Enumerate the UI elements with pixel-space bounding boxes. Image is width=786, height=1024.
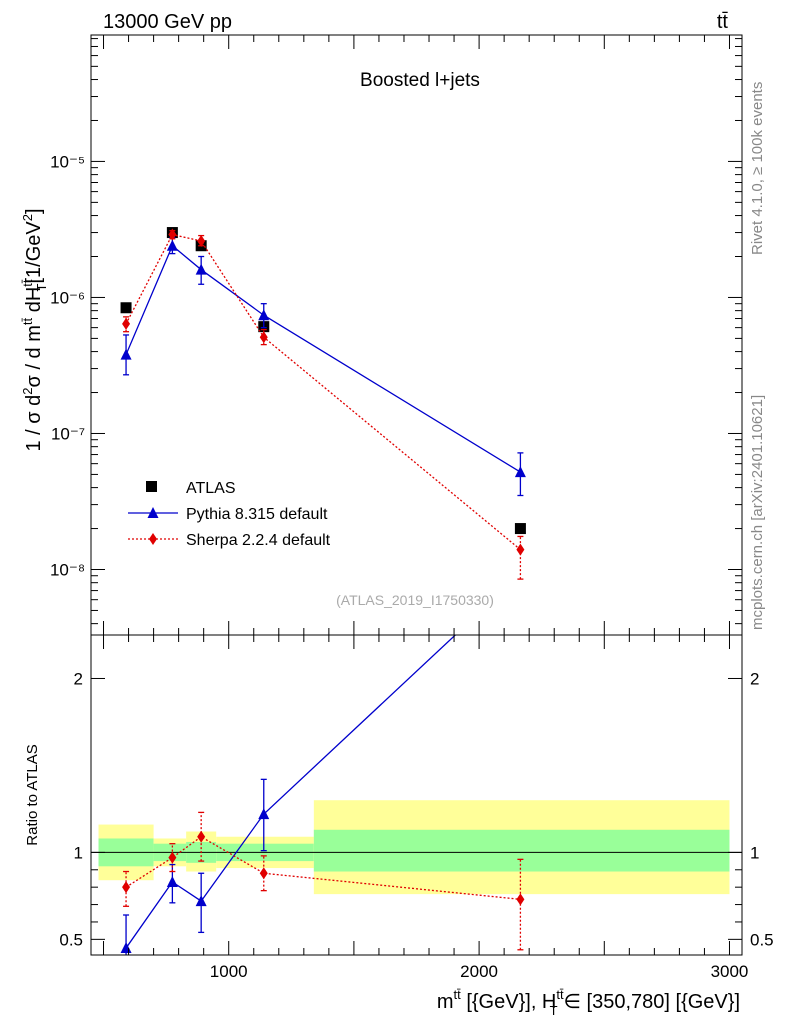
data-point-pythia	[120, 348, 132, 360]
series-line	[125, 233, 521, 551]
y-tick-label-right: 2	[750, 669, 759, 688]
data-point-pythia	[258, 309, 270, 321]
x-tick-label: 3000	[711, 962, 749, 981]
legend-marker-diamond-icon	[149, 533, 157, 545]
y-tick-label-right: 0.5	[750, 930, 774, 949]
y-tick-label: 10⁻⁶	[50, 288, 85, 307]
rivet-label: Rivet 4.1.0, ≥ 100k events	[749, 82, 766, 255]
mcplots-label: mcplots.cern.ch [arXiv:2401.10621]	[749, 395, 766, 630]
y-tick-label: 10⁻⁵	[50, 152, 85, 171]
ratio-y-axis-label: Ratio to ATLAS	[24, 744, 41, 845]
y-tick-label: 1	[74, 843, 83, 862]
y-tick-label: 10⁻⁷	[51, 424, 85, 443]
data-point-pythia	[166, 239, 178, 251]
x-axis-label: mtt̄ [{GeV}], Htt̄ T ∈ [350,780] [{GeV}]	[437, 987, 740, 1018]
ratio-point-pythia	[166, 875, 178, 887]
data-point-sherpa	[122, 317, 131, 330]
y-tick-label: 10⁻⁸	[50, 561, 85, 580]
energy-label: 13000 GeV pp	[103, 11, 232, 33]
ratio-point-sherpa	[197, 830, 206, 843]
legend-entry-pythia: Pythia 8.315 default	[128, 506, 328, 523]
ratio-point-sherpa	[122, 881, 131, 894]
ratio-point-pythia	[120, 942, 132, 954]
x-tick-label: 1000	[210, 962, 248, 981]
legend-entry-sherpa: Sherpa 2.2.4 default	[128, 532, 331, 549]
svg-text:1 / σ d2σ / d mtt̄ dHtt̄T[1/Ge: 1 / σ d2σ / d mtt̄ dHtt̄T[1/GeV2]	[20, 208, 49, 451]
ratio-point-pythia	[195, 895, 207, 907]
main-y-axis-label: 1 / σ d2σ / d mtt̄ dHtt̄T[1/GeV2]	[20, 208, 49, 451]
data-point-pythia	[195, 263, 207, 275]
main-title: Boosted l+jets	[360, 70, 480, 91]
legend-label: Sherpa 2.2.4 default	[186, 532, 331, 549]
ratio-frame	[90, 634, 743, 956]
main-panel: Boosted l+jets (ATLAS_2019_I1750330) 10⁻…	[50, 34, 743, 636]
svg-text:mtt̄ [{GeV}], Htt̄T∈ [350,780]: mtt̄ [{GeV}], Htt̄ T ∈ [350,780] [{GeV}]	[437, 987, 740, 1018]
ratio-point-sherpa	[516, 893, 525, 906]
data-point-atlas	[514, 523, 526, 535]
data-point-sherpa	[516, 543, 525, 556]
process-label: tt̄	[717, 11, 729, 33]
analysis-watermark: (ATLAS_2019_I1750330)	[336, 592, 494, 608]
legend-label: ATLAS	[186, 480, 236, 497]
legend-marker-triangle-icon	[147, 507, 159, 518]
ratio-series-line	[125, 835, 521, 900]
legend-label: Pythia 8.315 default	[186, 506, 328, 523]
uncertainty-band-green	[313, 829, 730, 872]
data-point-atlas	[120, 302, 132, 314]
ratio-point-sherpa	[168, 851, 177, 864]
data-point-sherpa	[168, 228, 177, 241]
data-point-pythia	[514, 466, 526, 478]
x-tick-label: 2000	[460, 962, 498, 981]
legend-marker-square-icon	[146, 481, 157, 492]
legend: ATLAS Pythia 8.315 default Sherpa 2.2.4 …	[128, 480, 331, 549]
y-tick-label-right: 1	[750, 843, 759, 862]
series-line	[125, 244, 521, 473]
y-tick-label: 2	[74, 669, 83, 688]
data-point-sherpa	[259, 331, 268, 344]
data-point-sherpa	[197, 235, 206, 248]
y-tick-label: 0.5	[59, 930, 83, 949]
ratio-point-sherpa	[259, 867, 268, 880]
legend-entry-atlas: ATLAS	[146, 480, 236, 497]
ratio-point-pythia	[258, 808, 270, 820]
